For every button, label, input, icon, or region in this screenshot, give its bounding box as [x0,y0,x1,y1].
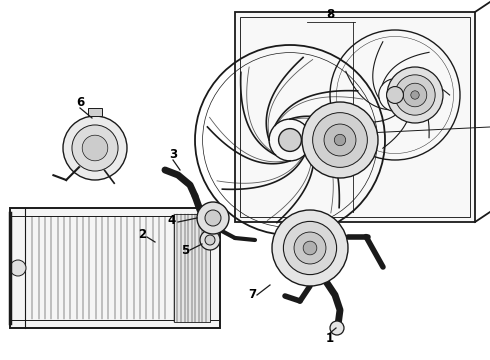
Bar [10,208,220,328]
Text: 1: 1 [326,332,334,345]
Circle shape [411,91,419,99]
Circle shape [330,321,344,335]
Circle shape [279,129,301,152]
Bar [88,108,102,116]
Text: 5: 5 [181,243,189,256]
Circle shape [72,125,118,171]
Text: 6: 6 [76,96,84,109]
Circle shape [403,83,427,107]
Text: 8: 8 [326,8,334,21]
Circle shape [63,116,127,180]
Text: 3: 3 [169,148,177,162]
Text: 4: 4 [168,213,176,226]
Circle shape [205,235,215,245]
Circle shape [387,86,403,103]
Circle shape [324,124,356,156]
Circle shape [272,210,348,286]
Circle shape [387,67,443,123]
Circle shape [200,230,220,250]
Circle shape [302,102,378,178]
Circle shape [82,135,108,161]
Circle shape [205,210,221,226]
Circle shape [10,260,26,276]
Circle shape [395,75,435,115]
Circle shape [303,241,317,255]
Bar [235,12,475,222]
Bar [240,17,470,217]
Bar [174,214,210,322]
Circle shape [197,202,229,234]
Circle shape [334,134,346,146]
Circle shape [283,221,337,275]
Text: 7: 7 [248,288,256,302]
Text: 2: 2 [138,229,146,242]
Circle shape [294,232,326,264]
Circle shape [313,113,368,167]
